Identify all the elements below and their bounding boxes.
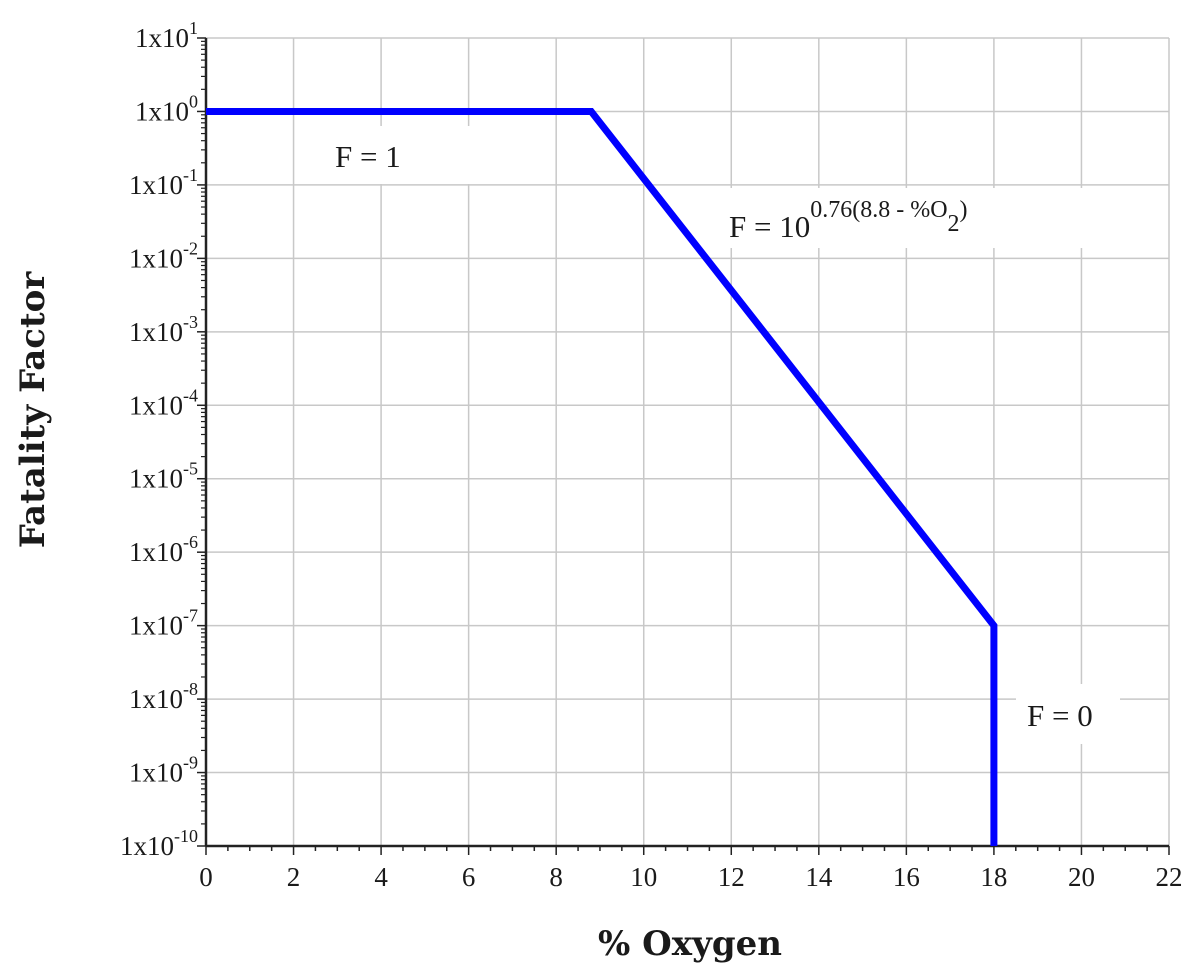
annotation-f2-exponent: 0.76(8.8 - %O	[810, 197, 947, 223]
x-tick-label: 20	[1068, 862, 1095, 892]
x-tick-label: 10	[630, 862, 657, 892]
series	[205, 108, 998, 847]
annotation-f2-close: )	[960, 197, 968, 223]
x-tick-label: 0	[199, 862, 213, 892]
y-tick-label: 1x10-10	[120, 826, 198, 861]
x-tick-label: 8	[549, 862, 563, 892]
x-tick-label: 12	[718, 862, 745, 892]
annotation-f2-bg	[722, 188, 1090, 248]
annotation-f0-bg	[1016, 684, 1120, 744]
series-line	[206, 108, 998, 846]
x-tick-label: 2	[287, 862, 301, 892]
y-tick-label: 1x10-6	[129, 532, 198, 567]
annotation-f1: F = 1	[335, 139, 401, 174]
annotations: F = 1 F = 100.76(8.8 - %O2) F = 0	[326, 126, 1120, 744]
y-axis-title: Fatality Factor	[13, 271, 53, 549]
x-tick-label: 18	[980, 862, 1007, 892]
x-tick-label: 16	[893, 862, 920, 892]
grid	[205, 37, 1170, 847]
y-tick-label: 1x100	[135, 91, 198, 126]
y-tick-label: 1x10-5	[129, 459, 198, 494]
x-tick-label: 4	[374, 862, 388, 892]
y-tick-label: 1x10-3	[129, 312, 198, 347]
y-tick-label: 1x10-9	[129, 753, 198, 788]
y-tick-label: 1x101	[135, 18, 198, 53]
annotation-f2-base: F = 10	[729, 209, 810, 244]
x-tick-label: 6	[462, 862, 476, 892]
annotation-f0: F = 0	[1027, 698, 1093, 733]
x-tick-labels: 0 2 4 6 8 10 12 14 16 18 20 22	[199, 862, 1182, 892]
y-tick-label: 1x10-8	[129, 679, 198, 714]
y-tick-label: 1x10-1	[129, 165, 198, 200]
y-tick-labels: 1x101 1x100 1x10-1 1x10-2 1x10-3 1x10-4 1x10-5…	[120, 18, 198, 861]
x-tick-label: 22	[1156, 862, 1183, 892]
annotation-f2: F = 100.76(8.8 - %O2)	[729, 197, 968, 244]
y-tick-label: 1x10-2	[129, 238, 198, 273]
x-tick-label: 14	[805, 862, 833, 892]
annotation-f2-subscript: 2	[948, 211, 960, 237]
annotation-f1-bg	[326, 126, 486, 184]
y-tick-label: 1x10-7	[129, 606, 198, 641]
x-axis-title: % Oxygen	[598, 924, 782, 964]
axes	[197, 37, 1170, 855]
y-tick-label: 1x10-4	[129, 385, 198, 420]
